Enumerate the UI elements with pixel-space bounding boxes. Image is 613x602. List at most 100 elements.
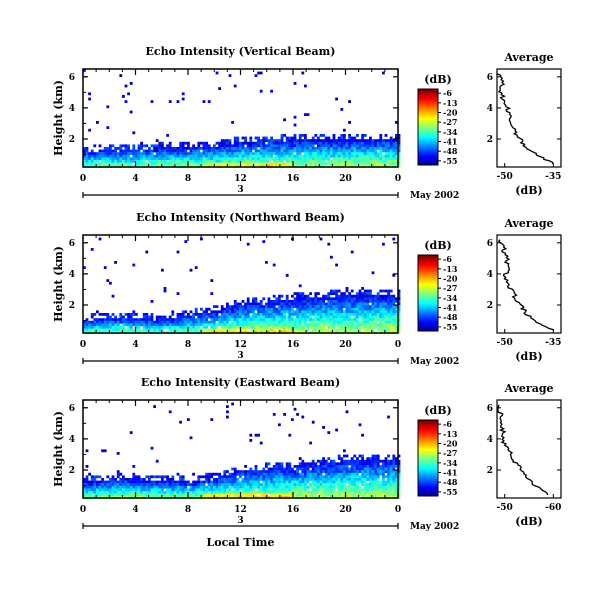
heatmap-cell	[345, 313, 349, 316]
heatmap-cell	[371, 323, 375, 327]
heatmap-cell	[389, 318, 393, 321]
heatmap-cell	[218, 160, 221, 163]
heatmap-cell	[327, 475, 331, 479]
heatmap-cell	[384, 310, 388, 314]
heatmap-cell	[363, 310, 367, 314]
heatmap-cell	[101, 491, 104, 494]
colorbar-swatch	[418, 96, 438, 99]
average-y-tick-label: 4	[487, 435, 493, 445]
heatmap-cell	[106, 147, 110, 150]
heatmap-cell	[272, 157, 276, 161]
heatmap-cell	[241, 154, 245, 158]
heatmap-cell	[205, 147, 208, 150]
heatmap-cell	[174, 488, 177, 492]
heatmap-cell	[244, 313, 247, 316]
panel-eastward: Echo Intensity (Eastward Beam)642Height …	[52, 376, 562, 549]
heatmap-cell	[272, 152, 276, 155]
heatmap-cell	[96, 152, 99, 155]
heatmap-cell	[306, 139, 310, 142]
heatmap-cell	[140, 147, 143, 150]
heatmap-cell	[280, 323, 284, 327]
heatmap-cell	[252, 485, 255, 489]
heatmap-cell	[384, 160, 388, 163]
heatmap-cell	[184, 141, 188, 145]
heatmap-cell	[184, 493, 188, 497]
heatmap-cell	[343, 475, 346, 479]
heatmap-cell	[335, 470, 338, 473]
heatmap-cell	[161, 152, 164, 155]
heatmap-cell	[241, 326, 245, 329]
colorbar-swatch	[418, 425, 438, 428]
heatmap-cell	[109, 480, 112, 484]
heatmap-cell	[220, 328, 224, 332]
heatmap-cell	[345, 459, 349, 463]
heatmap-cell	[275, 483, 279, 486]
heatmap-cell	[335, 294, 338, 298]
heatmap-cell	[397, 331, 401, 334]
heatmap-cell	[311, 144, 315, 148]
heatmap-cell	[330, 300, 333, 303]
heatmap-cell	[304, 462, 307, 466]
y-tick-label: 4	[69, 435, 75, 445]
heatmap-cell	[358, 149, 362, 153]
heatmap-cell	[332, 162, 336, 166]
heatmap-cell	[395, 315, 398, 319]
heatmap-cell	[207, 472, 211, 476]
colorbar-unit: (dB)	[424, 404, 451, 417]
heatmap-cell	[158, 318, 162, 321]
heatmap-cell	[379, 157, 383, 161]
heatmap-cell	[272, 485, 276, 489]
heatmap-cell	[317, 483, 320, 486]
heatmap-cell	[85, 162, 89, 166]
heatmap-cell	[353, 313, 357, 316]
heatmap-cell	[168, 483, 172, 486]
heatmap-cell	[259, 328, 263, 332]
heatmap-cell	[348, 160, 351, 163]
heatmap-cell	[246, 318, 250, 321]
heatmap-cell	[382, 313, 385, 316]
heatmap-cell	[85, 152, 89, 155]
heatmap-cell	[244, 136, 247, 140]
heatmap-cell	[254, 323, 258, 327]
heatmap-cell	[98, 144, 102, 148]
heatmap-cell	[376, 302, 380, 306]
heatmap-cell	[340, 141, 344, 145]
heatmap-cell	[88, 97, 91, 101]
heatmap-cell	[106, 323, 110, 327]
heatmap-cell	[96, 493, 99, 497]
heatmap-cell	[285, 315, 289, 319]
heatmap-cell	[145, 475, 149, 479]
heatmap-cell	[363, 491, 367, 494]
heatmap-cell	[361, 144, 364, 148]
heatmap-cell	[101, 478, 104, 481]
heatmap-cell	[233, 144, 237, 148]
heatmap-cell	[90, 323, 94, 327]
heatmap-cell	[119, 315, 123, 319]
heatmap-cell	[168, 315, 172, 319]
heatmap-cell	[233, 147, 237, 150]
heatmap-cell	[254, 74, 258, 77]
heatmap-cell	[270, 326, 273, 329]
heatmap-cell	[369, 467, 372, 471]
heatmap-cell	[231, 320, 234, 324]
heatmap-cell	[304, 302, 307, 306]
heatmap-cell	[356, 300, 359, 303]
heatmap-cell	[340, 152, 344, 155]
heatmap-cell	[389, 310, 393, 314]
heatmap-cell	[181, 485, 185, 489]
heatmap-cell	[189, 323, 193, 327]
heatmap-cell	[176, 491, 180, 494]
heatmap-cell	[309, 462, 312, 466]
heatmap-cell	[301, 139, 305, 142]
heatmap-cell	[111, 318, 115, 321]
heatmap-cell	[348, 144, 351, 148]
heatmap-cell	[278, 470, 281, 473]
heatmap-cell	[275, 162, 279, 166]
heatmap-cell	[218, 328, 221, 332]
heatmap-cell	[301, 491, 305, 494]
heatmap-cell	[228, 149, 232, 153]
heatmap-cell	[155, 147, 159, 150]
heatmap-cell	[376, 305, 380, 308]
heatmap-cell	[376, 459, 380, 463]
heatmap-cell	[124, 320, 128, 324]
